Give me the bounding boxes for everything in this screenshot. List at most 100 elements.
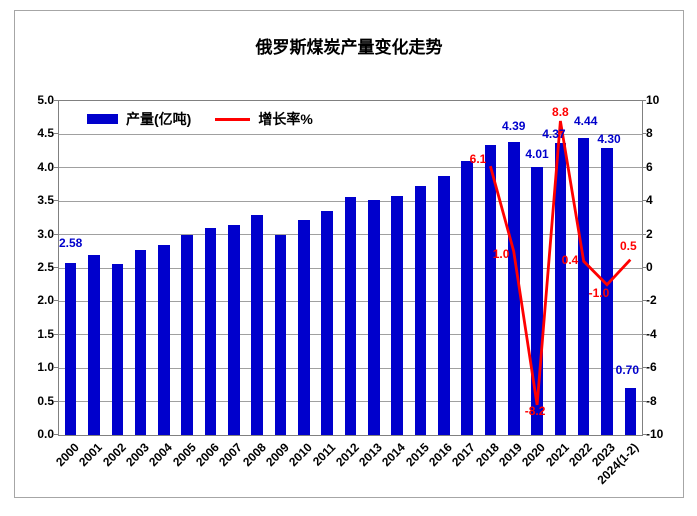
bar <box>461 161 473 435</box>
right-axis-tick <box>642 166 646 168</box>
bar <box>111 263 124 435</box>
right-axis-tick-label: 0 <box>646 260 653 274</box>
legend: 产量(亿吨) 增长率% <box>87 109 313 129</box>
right-axis-tick <box>642 200 646 202</box>
right-axis-tick-label: -6 <box>646 360 657 375</box>
right-axis-tick <box>642 333 646 335</box>
legend-line-swatch <box>215 117 251 121</box>
bar <box>204 227 217 435</box>
chart-title: 俄罗斯煤炭产量变化走势 <box>255 38 443 58</box>
bar <box>437 176 450 435</box>
line-data-label: 1.0 <box>492 246 510 261</box>
bar-data-label: 0.70 <box>615 363 640 378</box>
right-axis-tick-label: -10 <box>646 427 664 441</box>
bar <box>624 388 637 435</box>
bar <box>64 262 77 435</box>
left-axis-tick <box>54 333 58 335</box>
left-axis-tick <box>54 133 58 135</box>
bar <box>368 199 380 435</box>
x-axis-tick-label: 2008 <box>239 440 269 470</box>
bar <box>484 145 497 435</box>
bar <box>181 234 194 435</box>
bar <box>251 215 263 435</box>
x-axis-tick-label: 2018 <box>472 440 502 470</box>
right-axis-tick-label: 2 <box>646 226 653 241</box>
right-axis-tick <box>642 434 646 435</box>
left-axis-tick-label: 3.5 <box>37 193 54 208</box>
left-axis-tick-label: 0.5 <box>37 393 54 408</box>
x-axis-tick-label: 2004 <box>146 440 176 470</box>
left-axis-tick <box>54 367 58 369</box>
left-axis-tick <box>54 100 58 101</box>
x-axis-tick-label: 2012 <box>332 440 362 470</box>
bar <box>531 167 543 435</box>
left-axis-tick <box>54 434 58 435</box>
line-data-label: 6.1 <box>469 151 487 166</box>
right-axis-tick <box>642 267 646 268</box>
x-axis-tick-label: 2001 <box>76 440 106 470</box>
left-axis-tick <box>54 400 58 402</box>
legend-line-label: 增长率% <box>258 111 313 127</box>
bar-data-label: 2.58 <box>58 235 83 250</box>
x-axis-tick-label: 2014 <box>379 440 409 470</box>
bar-data-label: 4.37 <box>542 126 566 141</box>
bar <box>601 147 613 435</box>
x-axis-tick-label: 2005 <box>169 440 199 470</box>
bar <box>344 196 357 435</box>
bar <box>274 234 287 435</box>
bar <box>391 195 403 435</box>
bar <box>414 185 427 435</box>
growth-rate-polyline <box>489 120 632 406</box>
right-axis-tick <box>642 367 646 369</box>
x-axis-tick-label: 2009 <box>262 440 292 470</box>
right-axis-tick-label: -8 <box>646 393 657 408</box>
right-axis-tick-label: 10 <box>646 93 660 107</box>
right-axis-tick <box>642 233 646 235</box>
chart-frame: 俄罗斯煤炭产量变化走势 2.58 4.39 4.01 4.37 4.44 4.30 0.70… <box>14 10 684 498</box>
left-axis-tick-label: 2.5 <box>37 260 54 274</box>
bar-data-label: 4.44 <box>574 114 598 129</box>
x-axis-tick-label: 2022 <box>566 440 595 470</box>
x-axis-tick-label: 2000 <box>53 440 82 470</box>
x-axis-tick-label: 2007 <box>216 440 246 470</box>
gridline <box>59 133 642 135</box>
x-axis-tick-label: 2010 <box>286 440 316 470</box>
bar <box>577 138 590 435</box>
left-axis-tick-label: 4.5 <box>37 126 54 141</box>
right-axis-tick-label: 4 <box>646 193 653 208</box>
x-axis-tick-label: 2003 <box>123 440 152 470</box>
left-axis-tick-label: 5.0 <box>37 93 54 107</box>
x-axis-tick-label: 2020 <box>519 440 549 470</box>
left-axis-tick-label: 3.0 <box>37 226 54 241</box>
line-data-label: -1.0 <box>588 285 610 300</box>
x-axis-tick-label: 2013 <box>356 440 386 470</box>
right-axis-tick-label: 6 <box>646 159 653 174</box>
x-axis-tick-label: 2016 <box>426 440 455 470</box>
x-axis-tick-label: 2019 <box>496 440 525 470</box>
bar <box>298 219 310 435</box>
right-axis-tick <box>642 100 646 101</box>
left-axis-tick-label: 4.0 <box>37 159 54 174</box>
plot-area: 2.58 4.39 4.01 4.37 4.44 4.30 0.70 6.1 1.0 -8.2 8.… <box>58 100 643 436</box>
growth-rate-line <box>489 120 632 406</box>
left-axis-tick-label: 0.0 <box>37 427 54 441</box>
x-axis-tick-label: 2017 <box>449 440 479 470</box>
line-data-label: 0.5 <box>619 238 637 253</box>
x-axis-tick-label: 2021 <box>542 440 572 470</box>
legend-bar-label: 产量(亿吨) <box>126 111 192 127</box>
gridline <box>59 167 642 169</box>
right-axis-tick-label: 8 <box>646 126 653 141</box>
left-axis-tick <box>54 267 58 268</box>
left-axis-tick-label: 1.0 <box>37 360 54 375</box>
right-axis-tick <box>642 300 646 302</box>
bar-data-label: 4.39 <box>502 118 526 133</box>
right-axis-tick <box>642 400 646 402</box>
x-axis-tick-label: 2011 <box>310 440 339 469</box>
right-axis-tick-label: -2 <box>646 293 657 308</box>
bar-data-label: 4.01 <box>525 147 549 162</box>
right-axis-tick-label: -4 <box>646 326 657 341</box>
bar <box>507 141 520 435</box>
bar <box>321 210 333 435</box>
bar <box>158 245 170 435</box>
left-axis-tick <box>54 300 58 302</box>
